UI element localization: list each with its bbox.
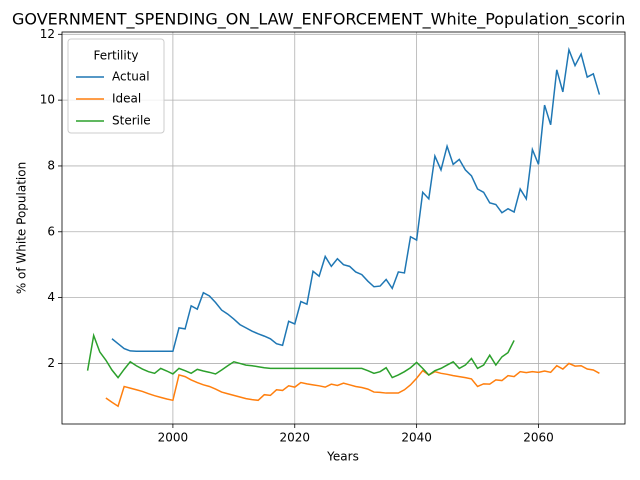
y-tick-label: 12 xyxy=(40,27,55,41)
chart-title: GOVERNMENT_SPENDING_ON_LAW_ENFORCEMENT_W… xyxy=(12,10,625,30)
y-tick-label: 2 xyxy=(47,356,55,370)
x-tick-label: 2020 xyxy=(279,431,310,445)
line xyxy=(111,46,601,353)
y-tick-label: 6 xyxy=(47,224,55,238)
x-tick-label: 2000 xyxy=(158,431,189,445)
x-axis-label: Years xyxy=(326,450,359,464)
legend-label: Ideal xyxy=(112,92,141,106)
y-axis-label: % of White Population xyxy=(15,162,29,294)
legend-label: Sterile xyxy=(112,114,151,128)
plot-frame xyxy=(61,31,626,425)
legend-label: Actual xyxy=(112,70,150,84)
legend-box xyxy=(67,38,165,134)
y-tick-label: 4 xyxy=(47,290,55,304)
line xyxy=(105,362,600,408)
legend-title: Fertility xyxy=(93,49,138,63)
y-tick-label: 10 xyxy=(40,93,55,107)
x-tick-label: 2060 xyxy=(523,431,554,445)
y-tick-label: 8 xyxy=(47,158,55,172)
x-tick-label: 2040 xyxy=(401,431,432,445)
line xyxy=(86,332,515,379)
